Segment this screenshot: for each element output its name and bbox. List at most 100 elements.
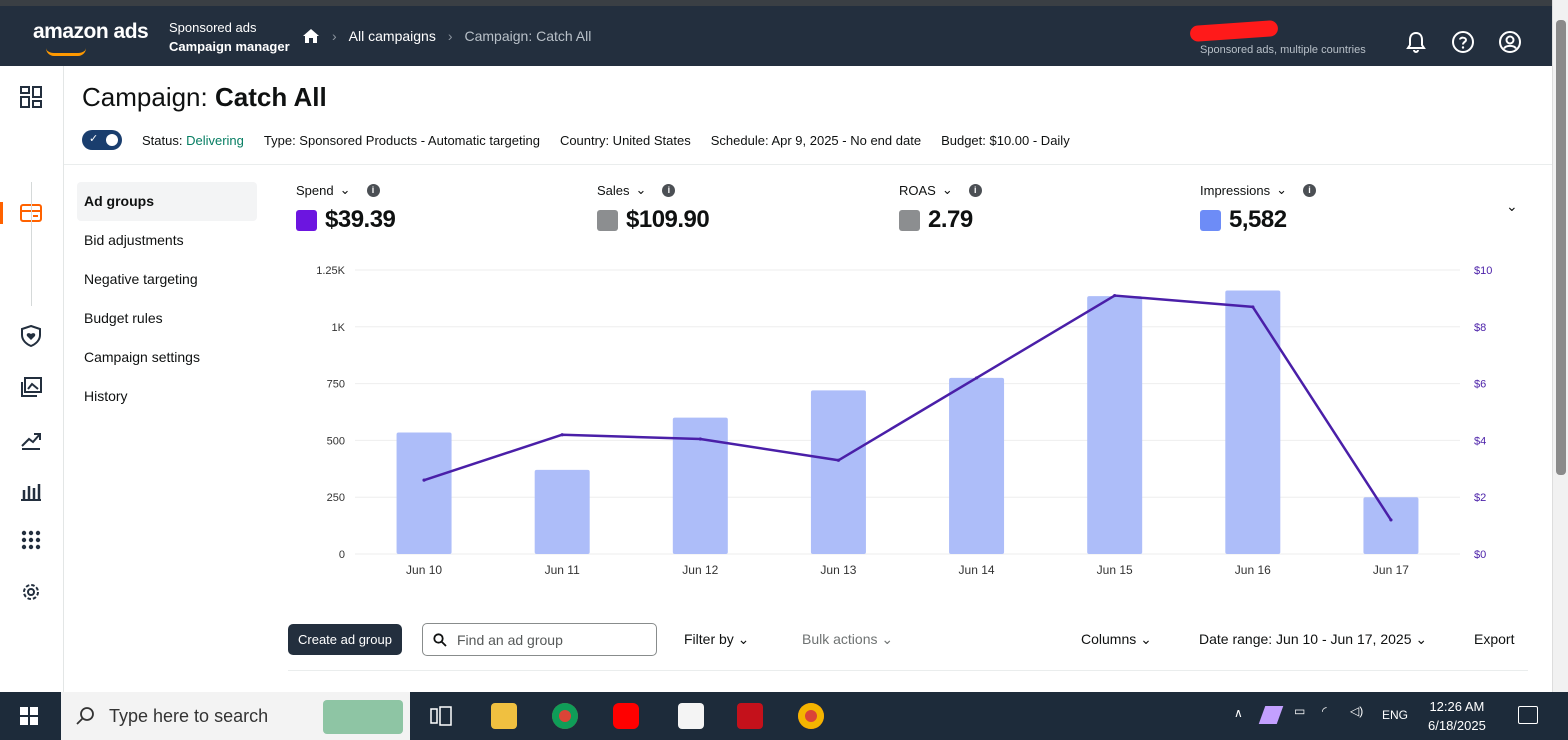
line-point — [422, 478, 426, 482]
campaign-meta: ✓ Status: Delivering Type: Sponsored Pro… — [82, 130, 1070, 150]
schedule-meta: Schedule: Apr 9, 2025 - No end date — [710, 132, 922, 148]
task-view-icon[interactable] — [430, 705, 452, 727]
file-explorer-icon[interactable] — [491, 703, 517, 729]
taskbar-clock[interactable]: 12:26 AM 6/18/2025 — [1428, 697, 1486, 735]
subnav-budget-rules[interactable]: Budget rules — [84, 310, 163, 326]
series-line — [423, 294, 1392, 521]
chevron-up-icon[interactable]: ∧ — [1234, 706, 1243, 720]
country-meta: Country: United States — [559, 132, 691, 148]
account-icon[interactable] — [1498, 30, 1522, 54]
metric-sales-value: $109.90 — [626, 206, 710, 233]
info-icon[interactable]: i — [366, 183, 380, 197]
campaign-status-toggle[interactable]: ✓ — [82, 130, 122, 150]
x-tick-label: Jun 17 — [1373, 563, 1409, 577]
metric-spend-swatch[interactable] — [296, 209, 317, 231]
chrome-icon[interactable] — [552, 703, 578, 729]
columns-label: Columns — [1081, 631, 1137, 647]
taskbar-search-placeholder: Type here to search — [109, 705, 269, 726]
x-tick-label: Jun 14 — [959, 563, 995, 577]
info-icon[interactable]: i — [968, 183, 982, 197]
subnav-negative-targeting[interactable]: Negative targeting — [84, 271, 198, 287]
account-subtitle[interactable]: Sponsored ads, multiple countries — [1200, 44, 1366, 56]
date-range-dropdown[interactable]: Date range: Jun 10 - Jun 17, 2025 ⌄ — [1199, 631, 1428, 647]
metric-roas: ROAS ⌄ i 2.79 — [899, 182, 982, 234]
subnav-history[interactable]: History — [84, 388, 128, 404]
scrollbar-thumb[interactable] — [1556, 20, 1566, 475]
metric-impressions-label[interactable]: Impressions — [1200, 182, 1271, 198]
y-tick-right: $6 — [1474, 379, 1486, 391]
find-ad-group-input[interactable]: Find an ad group — [422, 623, 657, 656]
breadcrumb-all-campaigns[interactable]: All campaigns — [348, 28, 436, 44]
collapse-chart-chevron-icon[interactable]: ⌄ — [1506, 198, 1518, 214]
product-line-2: Campaign manager — [169, 39, 290, 54]
volume-icon[interactable]: ◁) — [1350, 704, 1364, 718]
search-icon — [76, 707, 94, 725]
filter-by-label: Filter by — [684, 631, 734, 647]
chevron-down-icon[interactable]: ⌄ — [941, 182, 953, 197]
bulk-actions-dropdown[interactable]: Bulk actions ⌄ — [802, 631, 894, 647]
trending-icon[interactable] — [20, 428, 42, 450]
metric-spend-label[interactable]: Spend — [296, 182, 334, 198]
reports-icon[interactable] — [20, 479, 42, 501]
home-icon[interactable] — [302, 28, 320, 44]
bell-icon[interactable] — [1404, 30, 1428, 54]
amazon-ads-logo[interactable]: amazon ads — [33, 20, 149, 43]
metric-sales-label[interactable]: Sales — [597, 182, 630, 198]
export-button[interactable]: Export — [1474, 631, 1515, 647]
notifications-icon[interactable] — [1518, 706, 1538, 724]
battery-icon[interactable]: ▭ — [1294, 704, 1306, 718]
info-icon[interactable]: i — [662, 183, 676, 197]
youtube-icon[interactable] — [613, 703, 639, 729]
windows-start-icon[interactable] — [20, 707, 38, 725]
creative-assets-icon[interactable] — [20, 376, 42, 398]
check-icon: ✓ — [89, 133, 99, 145]
line-point — [974, 376, 979, 380]
create-ad-group-button[interactable]: Create ad group — [288, 624, 402, 655]
bar — [1225, 290, 1281, 554]
bar — [672, 417, 728, 554]
metric-spend: Spend ⌄ i $39.39 — [296, 182, 396, 234]
help-icon[interactable] — [1451, 30, 1475, 54]
document-icon[interactable] — [678, 703, 704, 729]
taskbar-search-box[interactable]: Type here to search — [61, 692, 410, 740]
bar — [810, 390, 866, 554]
y-tick-right: $0 — [1474, 549, 1486, 561]
pdf-reader-icon[interactable] — [737, 703, 763, 729]
brand-safety-icon[interactable] — [20, 325, 42, 347]
pen-app-icon[interactable] — [1258, 706, 1284, 724]
metric-impressions-value: 5,582 — [1229, 206, 1287, 233]
bar — [396, 432, 452, 554]
subnav-bid-adjustments[interactable]: Bid adjustments — [84, 232, 184, 248]
nav-divider — [31, 182, 32, 306]
settings-gear-icon[interactable] — [20, 581, 42, 603]
dashboard-icon[interactable] — [20, 86, 42, 108]
clock-date: 6/18/2025 — [1428, 718, 1486, 733]
chevron-down-icon[interactable]: ⌄ — [635, 182, 647, 197]
columns-dropdown[interactable]: Columns ⌄ — [1081, 631, 1152, 647]
bar — [1087, 296, 1143, 554]
filter-by-dropdown[interactable]: Filter by ⌄ — [684, 631, 750, 647]
status-label: Status: — [142, 132, 187, 148]
metric-sales: Sales ⌄ i $109.90 — [597, 182, 710, 234]
chrome-profile-icon[interactable] — [798, 703, 824, 729]
chevron-down-icon[interactable]: ⌄ — [339, 182, 351, 197]
x-tick-label: Jun 11 — [545, 563, 580, 577]
metric-roas-swatch[interactable] — [899, 209, 920, 231]
language-indicator[interactable]: ENG — [1382, 708, 1409, 722]
metric-sales-swatch[interactable] — [597, 209, 618, 231]
apps-grid-icon[interactable] — [20, 529, 42, 551]
chevron-down-icon[interactable]: ⌄ — [1276, 182, 1287, 197]
title-prefix: Campaign: — [82, 82, 215, 112]
subnav-campaign-settings[interactable]: Campaign settings — [84, 349, 200, 365]
metric-impressions-swatch[interactable] — [1200, 209, 1221, 231]
info-icon[interactable]: i — [1302, 183, 1316, 197]
page-scrollbar[interactable] — [1552, 0, 1568, 692]
metric-roas-label[interactable]: ROAS — [899, 182, 936, 198]
subnav-ad-groups[interactable]: Ad groups — [77, 182, 257, 221]
wifi-icon[interactable]: ◜ — [1322, 704, 1327, 718]
search-placeholder: Find an ad group — [457, 631, 563, 648]
metric-spend-value: $39.39 — [325, 206, 396, 233]
bar — [949, 377, 1005, 554]
date-range-label: Date range: Jun 10 - Jun 17, 2025 — [1199, 631, 1412, 647]
line-point — [836, 458, 841, 462]
